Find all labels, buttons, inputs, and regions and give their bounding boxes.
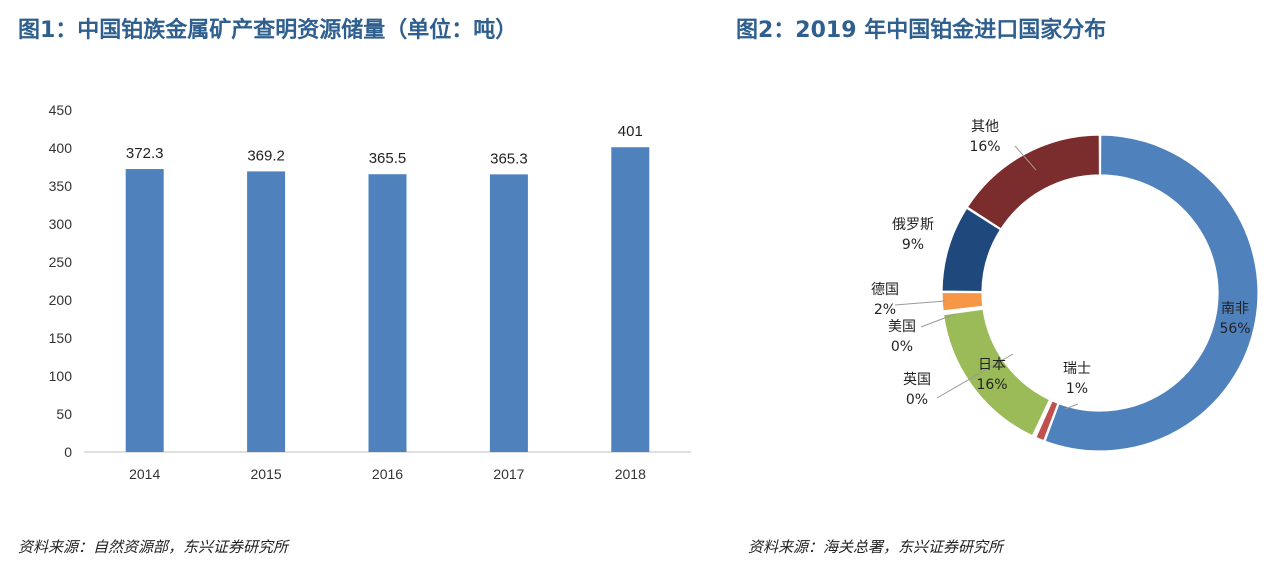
slice-name-label: 瑞士 [1063, 361, 1091, 377]
leader-line [936, 353, 1014, 399]
donut-slice-5 [941, 291, 984, 312]
slice-name-label: 美国 [888, 319, 916, 335]
donut-slice-1 [1035, 400, 1059, 442]
y-tick-label: 250 [49, 254, 73, 270]
y-tick-label: 100 [49, 368, 73, 384]
slice-value-label: 2% [874, 302, 896, 318]
donut-slice-2 [1032, 399, 1052, 438]
bar-data-label: 369.2 [247, 147, 285, 164]
slice-name-label: 日本 [978, 357, 1006, 373]
chart1-title: 图1：中国铂族金属矿产查明资源储量（单位：吨） [18, 18, 518, 43]
slice-value-label: 0% [891, 339, 913, 355]
chart2-title: 图2：2019 年中国铂金进口国家分布 [736, 18, 1107, 43]
slice-name-label: 俄罗斯 [892, 217, 934, 233]
slice-value-label: 9% [902, 237, 924, 253]
bar-data-label: 365.3 [490, 150, 528, 167]
slice-value-label: 0% [906, 392, 928, 408]
y-tick-label: 0 [64, 444, 72, 460]
y-tick-label: 50 [56, 406, 72, 422]
bar-2014 [125, 169, 164, 452]
y-tick-label: 150 [49, 330, 73, 346]
bar-chart: 0 50 100 150 200 250 300 350 400 450 372.3 2014 369.… [49, 102, 691, 482]
x-tick-label: 2016 [372, 466, 403, 482]
leader-line [1064, 403, 1079, 410]
x-tick-label: 2018 [615, 466, 646, 482]
slice-value-label: 1% [1066, 381, 1088, 397]
chart1-source: 资料来源：自然资源部，东兴证券研究所 [18, 538, 289, 556]
x-tick-label: 2017 [493, 466, 524, 482]
x-tick-label: 2015 [251, 466, 282, 482]
x-tick-label: 2014 [129, 466, 160, 482]
slice-name-label: 南非 [1221, 301, 1249, 317]
slice-name-label: 德国 [871, 282, 899, 298]
slice-value-label: 16% [969, 139, 1000, 155]
leader-line [1014, 145, 1037, 171]
y-tick-label: 450 [49, 102, 73, 118]
slice-value-label: 56% [1219, 321, 1250, 337]
y-tick-label: 300 [49, 216, 73, 232]
bar-2016 [368, 174, 407, 452]
y-tick-label: 200 [49, 292, 73, 308]
leader-line [920, 313, 956, 328]
chart2-source: 资料来源：海关总署，东兴证券研究所 [748, 538, 1004, 556]
slice-value-label: 16% [976, 377, 1007, 393]
bar-data-label: 372.3 [126, 145, 164, 162]
bar-data-label: 365.5 [369, 150, 407, 167]
y-tick-label: 400 [49, 140, 73, 156]
leader-line [894, 300, 946, 306]
donut-slice-3 [942, 308, 1051, 437]
donut-slice-7 [966, 134, 1101, 230]
donut-slice-6 [941, 207, 1002, 293]
donut-slice-4 [942, 306, 984, 314]
slice-name-label: 其他 [971, 119, 999, 135]
bar-2015 [247, 171, 286, 452]
bar-2017 [489, 174, 528, 452]
y-tick-label: 350 [49, 178, 73, 194]
bar-data-label: 401 [618, 123, 643, 140]
donut-slice-0 [1044, 134, 1259, 452]
slice-name-label: 英国 [903, 371, 931, 388]
bar-2018 [611, 147, 650, 453]
